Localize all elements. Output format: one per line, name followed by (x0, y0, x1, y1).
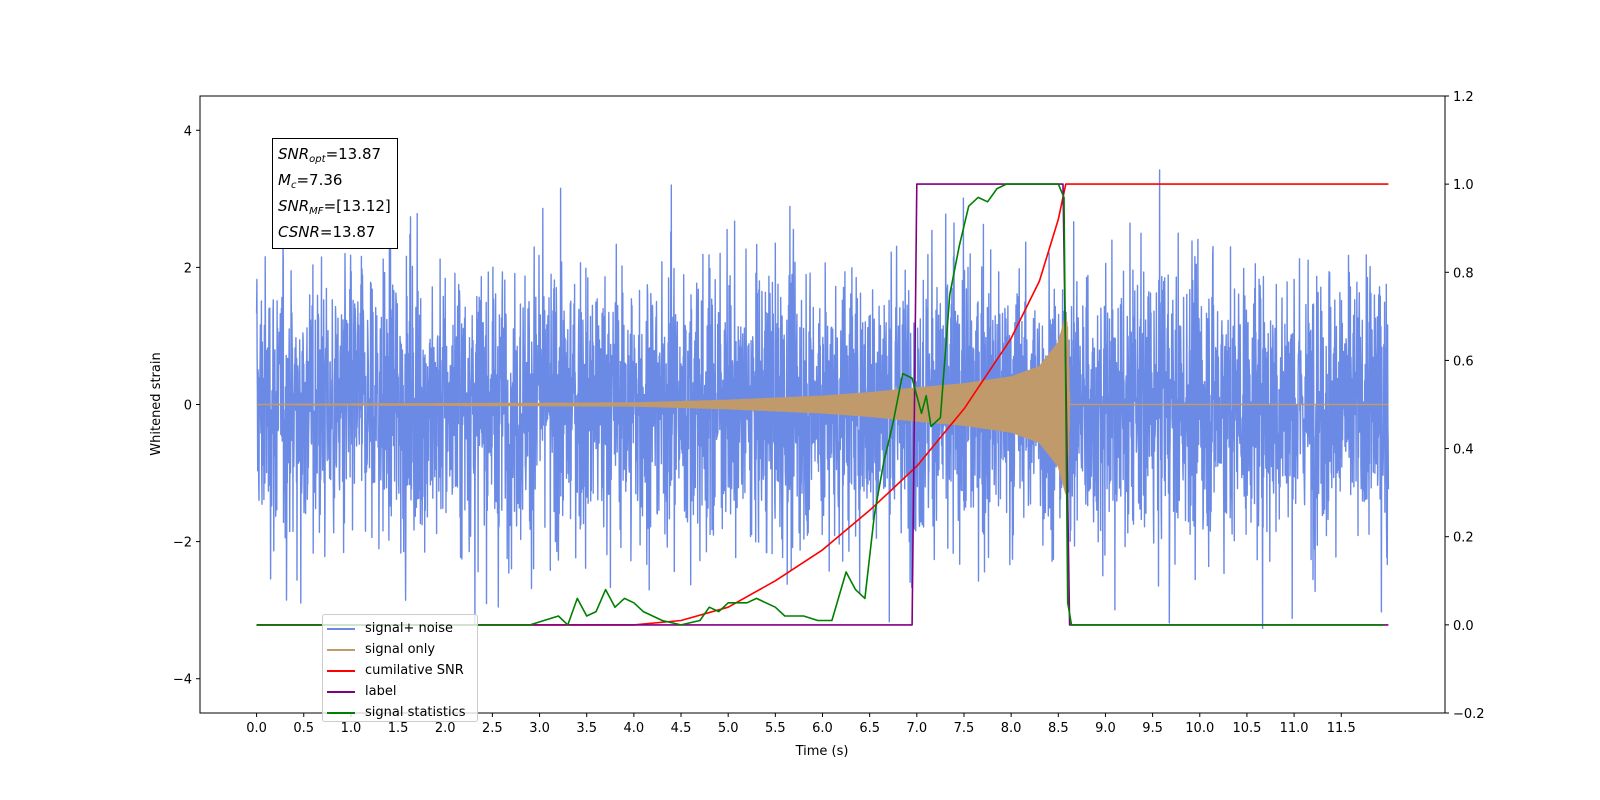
x-tick-label: 11.5 (1327, 721, 1356, 736)
x-tick-label: 3.5 (576, 721, 597, 736)
y-tick-label: 2 (184, 261, 192, 276)
x-tick-label: 10.0 (1185, 721, 1214, 736)
x-tick-label: 6.0 (812, 721, 833, 736)
legend-label: signal only (365, 642, 436, 657)
legend-swatch (327, 711, 355, 714)
legend-swatch (327, 627, 355, 630)
x-tick-label: 2.5 (482, 721, 503, 736)
x-tick-label: 5.0 (718, 721, 739, 736)
y2-tick-label: 1.0 (1453, 178, 1474, 193)
legend-label: signal+ noise (365, 621, 454, 636)
y-axis-label: Whitened strain (149, 352, 164, 455)
info-line: CSNR=13.87 (278, 223, 376, 241)
info-line: SNRMF=[13.12] (278, 197, 391, 217)
x-tick-label: 0.5 (293, 721, 314, 736)
x-axis-label: Time (s) (795, 744, 849, 759)
y-tick-label: 4 (184, 124, 192, 139)
x-ticks: 0.0 0.5 1.0 1.5 2.0 2.5 3.0 3.5 4.0 4.5 5.0 5.5 6.0 6… (246, 713, 1356, 736)
x-tick-label: 1.5 (388, 721, 409, 736)
x-tick-label: 0.0 (246, 721, 267, 736)
y-tick-label: −2 (173, 536, 192, 551)
legend-item: label (323, 681, 477, 702)
y2-tick-label: 1.2 (1453, 90, 1474, 105)
y2-tick-label: 0.6 (1453, 354, 1474, 369)
y2-tick-label: 0.8 (1453, 266, 1474, 281)
x-tick-label: 8.5 (1048, 721, 1069, 736)
series-signal-only (256, 315, 1389, 495)
x-tick-label: 3.0 (529, 721, 550, 736)
info-line: SNRopt=13.87 (278, 145, 382, 165)
legend-item: cumilative SNR (323, 660, 477, 681)
x-tick-label: 9.5 (1142, 721, 1163, 736)
legend-swatch (327, 669, 355, 672)
x-tick-label: 8.0 (1001, 721, 1022, 736)
series-signal-statistics (256, 183, 1384, 626)
y2-ticks: −0.2 0.0 0.2 0.4 0.6 0.8 1.0 1.2 (1445, 90, 1485, 722)
legend: signal+ noise signal only cumilative SNR la… (322, 614, 478, 722)
x-tick-label: 7.0 (906, 721, 927, 736)
x-tick-label: 1.0 (341, 721, 362, 736)
y-tick-label: 0 (184, 399, 192, 414)
y2-tick-label: −0.2 (1453, 707, 1485, 722)
x-tick-label: 5.5 (765, 721, 786, 736)
snr-info-box: SNRopt=13.87 Mc=7.36 SNRMF=[13.12] CSNR=13.… (272, 138, 398, 249)
info-line: Mc=7.36 (278, 171, 343, 191)
legend-item: signal statistics (323, 702, 477, 723)
x-tick-label: 10.5 (1232, 721, 1261, 736)
y-ticks: −4 −2 0 2 4 (173, 124, 200, 688)
y2-tick-label: 0.4 (1453, 443, 1474, 458)
x-tick-label: 9.0 (1095, 721, 1116, 736)
series-layer (255, 169, 1390, 630)
x-tick-label: 4.0 (624, 721, 645, 736)
legend-label: label (365, 684, 397, 699)
x-tick-label: 6.5 (859, 721, 880, 736)
legend-swatch (327, 690, 355, 693)
y2-tick-label: 0.2 (1453, 531, 1474, 546)
legend-swatch (327, 648, 355, 651)
legend-label: signal statistics (365, 705, 466, 720)
x-tick-label: 2.0 (435, 721, 456, 736)
y2-tick-label: 0.0 (1453, 619, 1474, 634)
x-tick-label: 4.5 (671, 721, 692, 736)
x-tick-label: 7.5 (954, 721, 975, 736)
legend-item: signal+ noise (323, 618, 477, 639)
legend-item: signal only (323, 639, 477, 660)
legend-label: cumilative SNR (365, 663, 464, 678)
x-tick-label: 11.0 (1280, 721, 1309, 736)
y-tick-label: −4 (173, 673, 192, 688)
